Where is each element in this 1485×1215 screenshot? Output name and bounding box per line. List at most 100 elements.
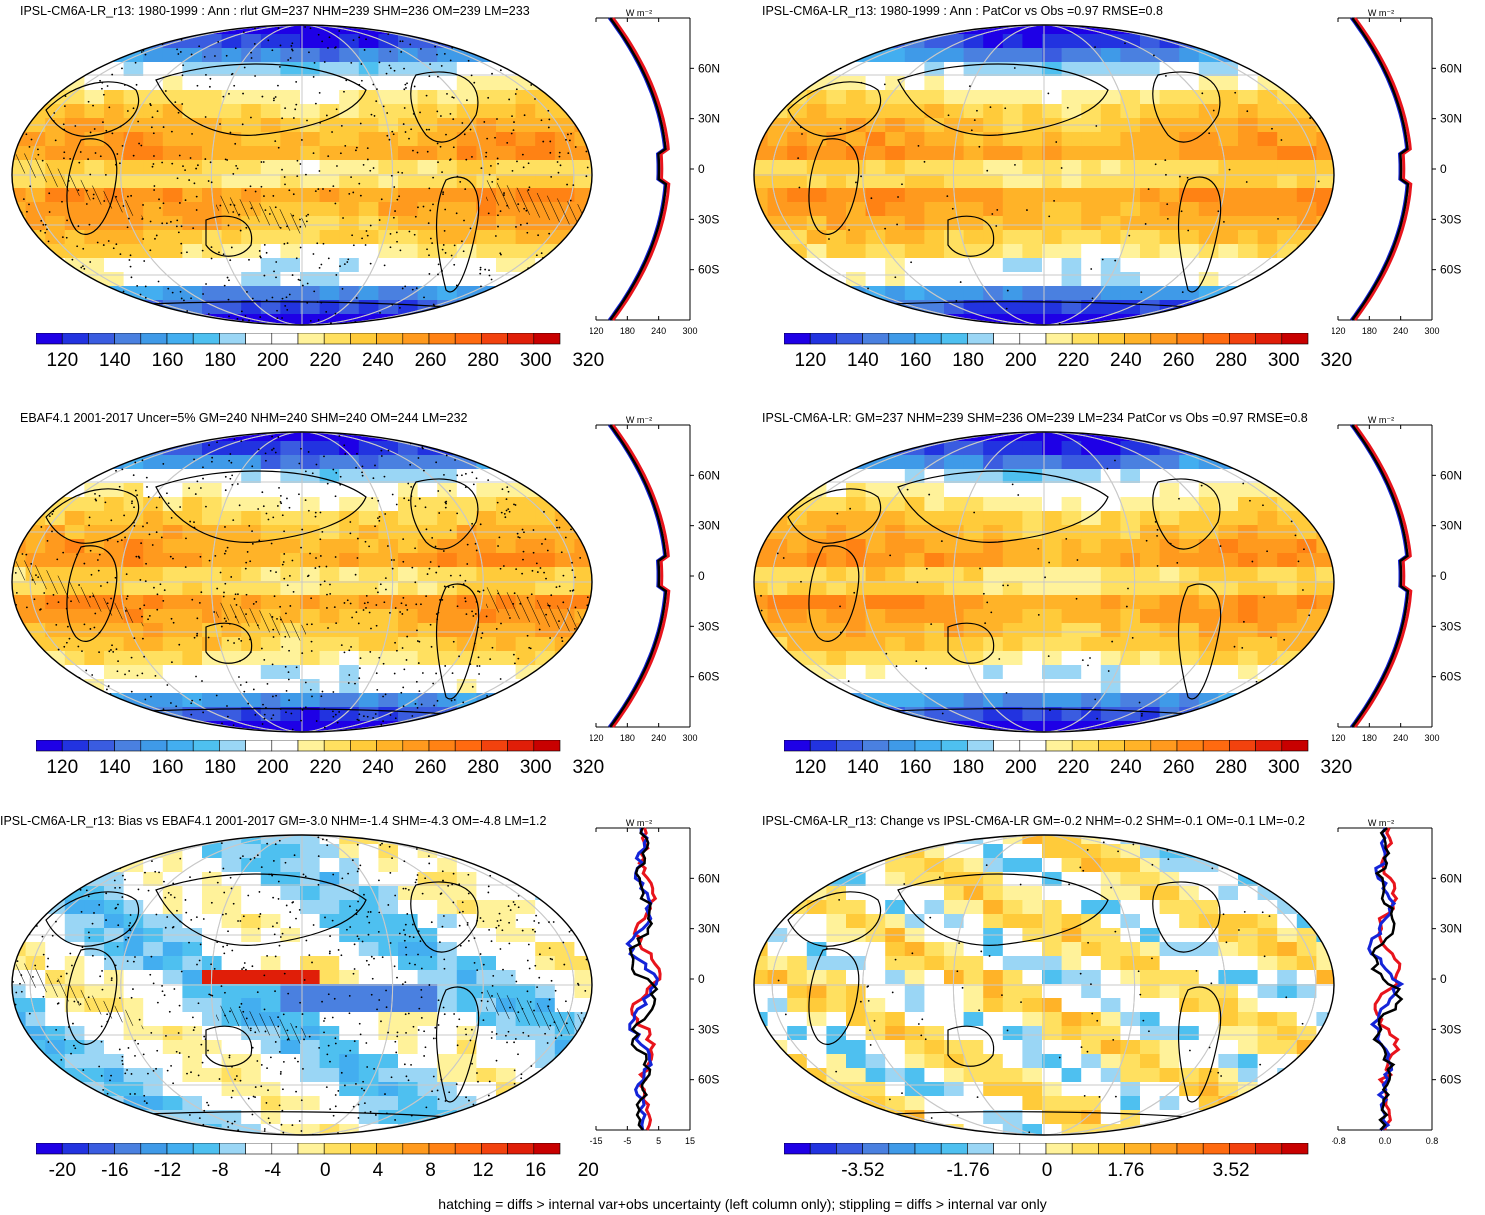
- colorbar-label: 220: [1057, 757, 1090, 778]
- profile-line: [611, 17, 671, 321]
- colorbar-label: -8: [211, 1160, 229, 1181]
- zonal-mean-profile: W m⁻² 120 180 240 300 60N 30N 0 30S 60S: [590, 8, 720, 336]
- lat-label: 30N: [1440, 519, 1462, 533]
- side-x-tick: 120: [590, 326, 604, 336]
- world-map: [11, 834, 593, 1136]
- colorbar-label: -16: [101, 1160, 129, 1181]
- colorbar-label: 240: [1110, 350, 1142, 371]
- lat-label: 0: [698, 972, 705, 986]
- profile-line: [625, 827, 660, 1131]
- colorbar-label: 160: [151, 757, 184, 778]
- side-x-tick: 300: [682, 326, 697, 336]
- colorbar-label: 240: [362, 757, 394, 778]
- colorbar-label: 200: [256, 757, 289, 778]
- profile-line: [1370, 827, 1404, 1131]
- units-label: W m⁻²: [626, 8, 652, 18]
- lat-label: 30S: [1440, 619, 1461, 633]
- footnote: hatching = diffs > internal var+obs unce…: [438, 1196, 1047, 1212]
- world-map: [11, 431, 593, 733]
- colorbar-label: 220: [309, 757, 342, 778]
- zonal-mean-profile: W m⁻² -15 -5 5 15 60N 30N 0 30S 60S: [590, 818, 720, 1146]
- colorbar: [36, 1143, 561, 1155]
- lat-label: 60N: [698, 468, 720, 482]
- colorbar-label: 8: [425, 1160, 436, 1181]
- colorbar-label: -3.52: [841, 1160, 885, 1181]
- lat-label: 30N: [698, 112, 720, 126]
- side-x-tick: -15: [590, 1136, 603, 1146]
- panel-title: IPSL-CM6A-LR_r13: 1980-1999 : Ann : rlut…: [20, 4, 530, 18]
- profile-line: [611, 424, 671, 728]
- profile-line: [1351, 424, 1410, 728]
- colorbar: [784, 740, 1309, 752]
- profile-line: [607, 17, 667, 321]
- colorbar-label: 260: [414, 757, 447, 778]
- colorbar-label: 280: [1215, 350, 1247, 371]
- profile-line: [1349, 424, 1409, 728]
- map-panel-p6: IPSL-CM6A-LR_r13: Change vs IPSL-CM6A-LR…: [742, 810, 1484, 1210]
- units-label: W m⁻²: [626, 818, 652, 828]
- colorbar-label: 160: [899, 350, 932, 371]
- side-x-tick: 0.0: [1379, 1136, 1392, 1146]
- side-x-tick: 5: [656, 1136, 661, 1146]
- lat-label: 60N: [1440, 871, 1462, 885]
- colorbar-label: -20: [48, 1160, 77, 1181]
- colorbar-label: 300: [519, 350, 552, 371]
- units-label: W m⁻²: [626, 415, 652, 425]
- lat-label: 30S: [698, 1022, 719, 1036]
- colorbar-label: 320: [1320, 757, 1353, 778]
- colorbar: [784, 1143, 1309, 1155]
- panel-title: IPSL-CM6A-LR: GM=237 NHM=239 SHM=236 OM=…: [762, 411, 1308, 425]
- profile-line: [1367, 827, 1405, 1132]
- side-x-tick: 240: [651, 326, 666, 336]
- side-x-tick: 120: [1332, 326, 1346, 336]
- profile-line: [628, 827, 659, 1131]
- colorbar-label: 200: [1004, 757, 1037, 778]
- colorbar-label: 280: [467, 757, 499, 778]
- colorbar-label: 120: [794, 757, 827, 778]
- profile-line: [1349, 17, 1409, 321]
- side-x-tick: 300: [1424, 733, 1439, 743]
- side-x-tick: 180: [620, 733, 635, 743]
- colorbar-label: 20: [577, 1160, 599, 1181]
- colorbar-label: 300: [519, 757, 552, 778]
- colorbar-label: 120: [46, 350, 79, 371]
- colorbar-label: 180: [204, 350, 236, 371]
- lat-label: 60S: [698, 670, 719, 684]
- side-x-tick: 240: [651, 733, 666, 743]
- profile-line: [607, 424, 667, 728]
- zonal-mean-profile: W m⁻² 120 180 240 300 60N 30N 0 30S 60S: [590, 415, 720, 743]
- colorbar-label: 220: [309, 350, 342, 371]
- side-x-tick: 180: [1362, 326, 1377, 336]
- map-panel-p3: EBAF4.1 2001-2017 Uncer=5% GM=240 NHM=24…: [0, 407, 742, 807]
- lat-label: 30N: [1440, 112, 1462, 126]
- side-x-tick: 180: [1362, 733, 1377, 743]
- colorbar-label: 200: [256, 350, 289, 371]
- lat-label: 60N: [698, 61, 720, 75]
- lat-label: 60N: [1440, 61, 1462, 75]
- colorbar-label: 1.76: [1107, 1160, 1145, 1181]
- colorbar-label: 180: [952, 757, 984, 778]
- side-x-tick: -0.8: [1332, 1136, 1346, 1146]
- side-x-tick: 240: [1393, 326, 1408, 336]
- colorbar-label: 140: [99, 757, 131, 778]
- lat-label: 0: [1440, 972, 1447, 986]
- colorbar-label: -4: [264, 1160, 282, 1181]
- colorbar-label: 0: [1041, 1160, 1053, 1181]
- colorbar-label: 260: [414, 350, 447, 371]
- colorbar-label: 160: [899, 757, 932, 778]
- lat-label: 60S: [1440, 670, 1461, 684]
- world-map: [11, 24, 593, 326]
- panel-title: IPSL-CM6A-LR_r13: Bias vs EBAF4.1 2001-2…: [0, 814, 547, 828]
- side-x-tick: 180: [620, 326, 635, 336]
- lat-label: 30S: [698, 619, 719, 633]
- zonal-mean-profile: W m⁻² 120 180 240 300 60N 30N 0 30S 60S: [1332, 415, 1462, 743]
- profile-line: [1353, 17, 1413, 321]
- colorbar-label: 120: [794, 350, 827, 371]
- colorbar-label: 300: [1267, 757, 1300, 778]
- colorbar-label: -1.76: [946, 1160, 990, 1181]
- colorbar-label: 280: [1215, 757, 1247, 778]
- lat-label: 30N: [698, 922, 720, 936]
- zonal-mean-profile: W m⁻² -0.8 0.0 0.8 60N 30N 0 30S 60S: [1332, 818, 1462, 1146]
- colorbar-label: 180: [204, 757, 236, 778]
- profile-line: [609, 424, 668, 728]
